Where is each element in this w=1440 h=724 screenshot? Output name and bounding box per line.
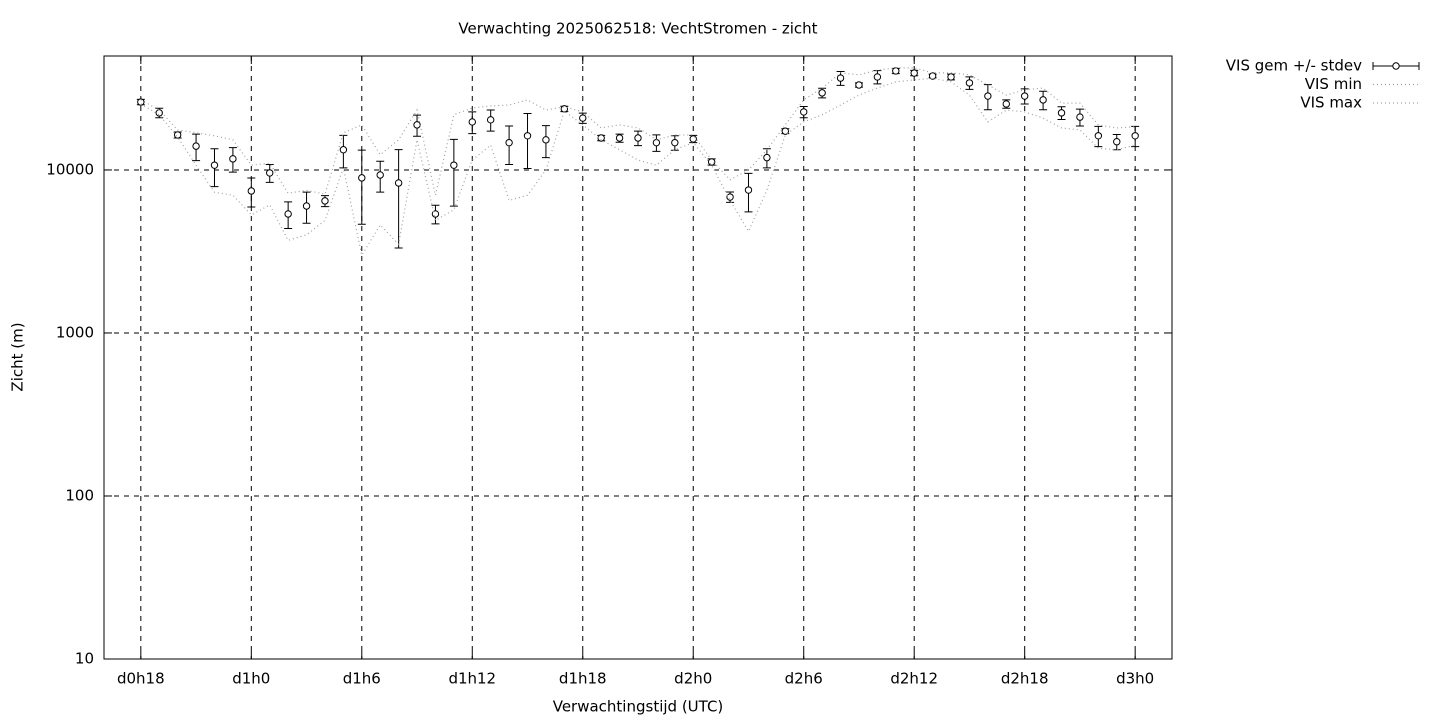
- mean-point: [836, 74, 845, 82]
- mean-point: [266, 169, 274, 177]
- mean-point: [965, 79, 974, 87]
- mean-point: [689, 135, 697, 143]
- x-tick-label: d2h12: [890, 670, 938, 688]
- mean-point: [413, 121, 421, 129]
- mean-point: [1094, 132, 1103, 140]
- x-tick-label: d2h6: [785, 670, 823, 688]
- mean-point: [358, 174, 366, 182]
- mean-point: [284, 210, 292, 218]
- mean-point: [321, 197, 329, 205]
- mean-point: [726, 193, 734, 201]
- mean-point: [1131, 132, 1139, 140]
- mean-point: [247, 187, 256, 195]
- legend-symbol: [1392, 62, 1400, 70]
- mean-point: [210, 161, 219, 169]
- mean-point: [597, 134, 605, 142]
- mean-point: [615, 134, 624, 142]
- legend-label: VIS gem +/- stdev: [1226, 57, 1362, 75]
- mean-point: [376, 171, 384, 179]
- mean-point: [394, 179, 403, 187]
- mean-point: [229, 155, 237, 163]
- mean-point: [523, 132, 532, 140]
- mean-point: [984, 92, 992, 100]
- mean-point: [892, 67, 900, 75]
- mean-point: [634, 134, 642, 142]
- mean-point: [302, 202, 311, 210]
- y-tick-label: 1000: [56, 323, 94, 341]
- mean-point: [542, 136, 550, 144]
- plot-frame: [103, 55, 1173, 660]
- mean-point: [744, 186, 753, 194]
- y-axis-label: Zicht (m): [9, 322, 27, 391]
- mean-point: [910, 69, 918, 77]
- chart-title: Verwachting 2025062518: VechtStromen - z…: [458, 20, 817, 38]
- error-bar: [394, 149, 403, 249]
- mean-point: [192, 142, 200, 150]
- mean-point: [763, 153, 771, 162]
- mean-point: [1113, 138, 1121, 146]
- mean-point: [1020, 92, 1029, 100]
- legend-label: VIS max: [1300, 94, 1362, 112]
- mean-point: [468, 118, 476, 126]
- error-bar: [523, 112, 532, 170]
- mean-point: [339, 146, 348, 154]
- y-tick-label: 100: [65, 486, 94, 504]
- mean-point: [855, 81, 863, 89]
- x-tick-label: d1h18: [559, 670, 607, 688]
- mean-point: [1039, 96, 1047, 104]
- mean-point: [486, 116, 495, 124]
- y-tick-label: 10: [75, 650, 94, 668]
- legend-label: VIS min: [1305, 75, 1362, 93]
- x-tick-label: d2h18: [1001, 670, 1049, 688]
- mean-point: [781, 127, 790, 135]
- mean-point: [928, 72, 937, 80]
- x-axis-label: Verwachtingstijd (UTC): [553, 698, 724, 716]
- mean-point: [173, 131, 182, 139]
- mean-point: [1002, 100, 1010, 108]
- mean-point: [450, 161, 458, 169]
- mean-point: [505, 138, 513, 147]
- y-tick-label: 10000: [46, 160, 94, 178]
- x-tick-label: d1h0: [232, 670, 270, 688]
- mean-point: [873, 73, 882, 81]
- x-tick-label: d0h18: [117, 670, 165, 688]
- mean-point: [1076, 113, 1084, 121]
- mean-point: [1057, 109, 1066, 117]
- mean-point: [137, 98, 145, 106]
- x-tick-label: d1h6: [343, 670, 381, 688]
- mean-point: [671, 138, 679, 147]
- mean-point: [560, 105, 569, 113]
- error-bar: [449, 138, 458, 207]
- x-tick-label: d3h0: [1116, 670, 1154, 688]
- error-bar: [357, 149, 366, 225]
- mean-point: [800, 108, 808, 116]
- x-tick-label: d1h12: [448, 670, 496, 688]
- x-tick-label: d2h0: [674, 670, 712, 688]
- mean-point: [579, 114, 587, 122]
- mean-point: [947, 73, 955, 81]
- mean-point: [818, 89, 826, 97]
